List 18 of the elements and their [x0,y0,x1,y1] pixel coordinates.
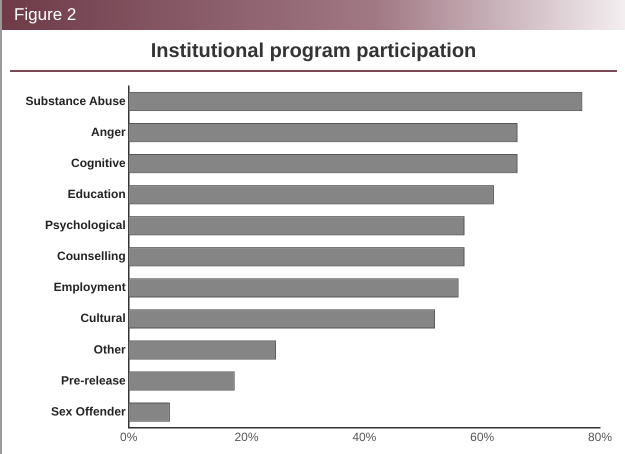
y-tick-label: Counselling [57,249,126,264]
y-tick-label: Education [68,187,126,202]
y-tick-label: Anger [91,124,126,139]
y-tick-label: Employment [54,280,126,294]
y-tick-label: Other [94,342,126,356]
x-tick-label: 60% [470,430,495,444]
y-tick-label: Cultural [80,311,126,326]
y-tick-label: Psychological [44,218,126,232]
x-tick-label: 20% [234,430,259,444]
y-tick-label: Pre-release [60,373,126,388]
x-tick-label: 0% [120,430,138,444]
y-tick-label: Substance Abuse [25,94,126,108]
y-tick-label: Cognitive [71,156,126,170]
y-tick-label: Sex Offender [50,404,126,418]
x-tick-label: 40% [352,430,377,444]
caption: Figure 2 [2,0,625,30]
x-tick-label: 80% [588,430,612,444]
chart-title: Institutional program participation [10,30,617,72]
